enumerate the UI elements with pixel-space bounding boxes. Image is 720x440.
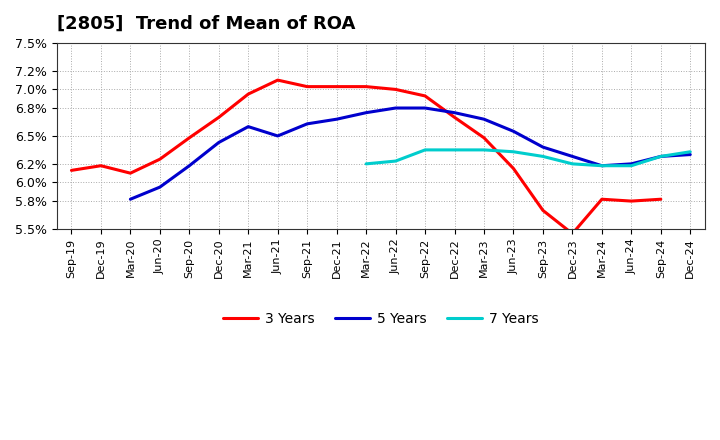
3 Years — [362, 84, 371, 89]
3 Years — [333, 84, 341, 89]
3 Years — [185, 135, 194, 140]
7 Years — [420, 147, 429, 153]
5 Years — [568, 154, 577, 159]
3 Years — [126, 171, 135, 176]
Line: 5 Years: 5 Years — [130, 108, 690, 199]
7 Years — [627, 163, 636, 169]
3 Years — [274, 77, 282, 83]
5 Years — [657, 154, 665, 159]
3 Years — [420, 93, 429, 99]
7 Years — [539, 154, 547, 159]
3 Years — [480, 135, 488, 140]
7 Years — [391, 158, 400, 164]
3 Years — [215, 115, 223, 120]
5 Years — [686, 152, 695, 157]
5 Years — [539, 144, 547, 150]
5 Years — [598, 163, 606, 169]
Legend: 3 Years, 5 Years, 7 Years: 3 Years, 5 Years, 7 Years — [217, 307, 544, 332]
5 Years — [126, 197, 135, 202]
5 Years — [480, 117, 488, 122]
3 Years — [303, 84, 312, 89]
5 Years — [627, 161, 636, 166]
7 Years — [362, 161, 371, 166]
5 Years — [420, 106, 429, 111]
Line: 7 Years: 7 Years — [366, 150, 690, 166]
3 Years — [96, 163, 105, 169]
3 Years — [67, 168, 76, 173]
5 Years — [156, 184, 164, 190]
3 Years — [450, 115, 459, 120]
3 Years — [539, 208, 547, 213]
5 Years — [333, 117, 341, 122]
3 Years — [244, 92, 253, 97]
7 Years — [686, 149, 695, 154]
3 Years — [598, 197, 606, 202]
3 Years — [657, 197, 665, 202]
3 Years — [156, 157, 164, 162]
3 Years — [509, 166, 518, 171]
5 Years — [391, 106, 400, 111]
7 Years — [657, 154, 665, 159]
7 Years — [568, 161, 577, 166]
5 Years — [303, 121, 312, 126]
Text: [2805]  Trend of Mean of ROA: [2805] Trend of Mean of ROA — [57, 15, 355, 33]
7 Years — [450, 147, 459, 153]
Line: 3 Years: 3 Years — [71, 80, 661, 234]
5 Years — [509, 128, 518, 134]
5 Years — [244, 124, 253, 129]
3 Years — [627, 198, 636, 204]
3 Years — [391, 87, 400, 92]
7 Years — [509, 149, 518, 154]
5 Years — [185, 163, 194, 169]
7 Years — [598, 163, 606, 169]
7 Years — [480, 147, 488, 153]
5 Years — [362, 110, 371, 115]
5 Years — [274, 133, 282, 139]
5 Years — [215, 140, 223, 145]
5 Years — [450, 110, 459, 115]
3 Years — [568, 231, 577, 236]
